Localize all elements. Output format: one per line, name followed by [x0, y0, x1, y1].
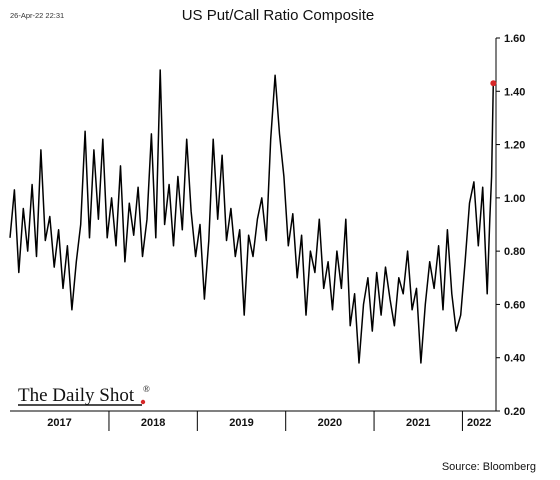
x-tick-label: 2021: [406, 417, 430, 429]
x-tick-label: 2019: [229, 417, 253, 429]
y-tick-label: 1.00: [504, 193, 525, 205]
chart-timestamp: 26-Apr-22 22:31: [10, 11, 64, 20]
brand-name: The Daily Shot: [18, 385, 135, 406]
last-value-point: [490, 80, 497, 87]
plot-area: 1.601.401.201.000.800.600.400.20 2017 201…: [9, 33, 525, 431]
y-tick-label: 1.20: [504, 140, 525, 152]
y-axis: 1.60 1.40 1.20 1.00 0.80 0.60 0.40 0.20: [495, 33, 525, 418]
x-tick-label: 2022: [467, 417, 491, 429]
series-layer: [9, 69, 497, 364]
source-note: Source: Bloomberg: [442, 461, 536, 473]
y-tick-label: 0.20: [504, 406, 525, 418]
x-tick-label: 2017: [47, 417, 71, 429]
y-tick-label: 1.60: [504, 33, 525, 45]
y-tick-label: 0.60: [504, 299, 525, 311]
y-tick-label: 0.80: [504, 246, 525, 258]
brand-logo: The Daily Shot ®: [18, 384, 150, 406]
y-tick-label: 0.40: [504, 353, 525, 365]
chart-title: US Put/Call Ratio Composite: [182, 7, 375, 24]
x-axis: 2017 2018 2019 2020 2021 2022: [10, 410, 496, 431]
series-line: [9, 69, 495, 364]
y-tick-label: 1.40: [504, 86, 525, 98]
x-tick-label: 2018: [141, 417, 165, 429]
brand-registered-mark: ®: [143, 384, 150, 394]
brand-dot: [140, 399, 146, 405]
x-tick-label: 2020: [318, 417, 342, 429]
